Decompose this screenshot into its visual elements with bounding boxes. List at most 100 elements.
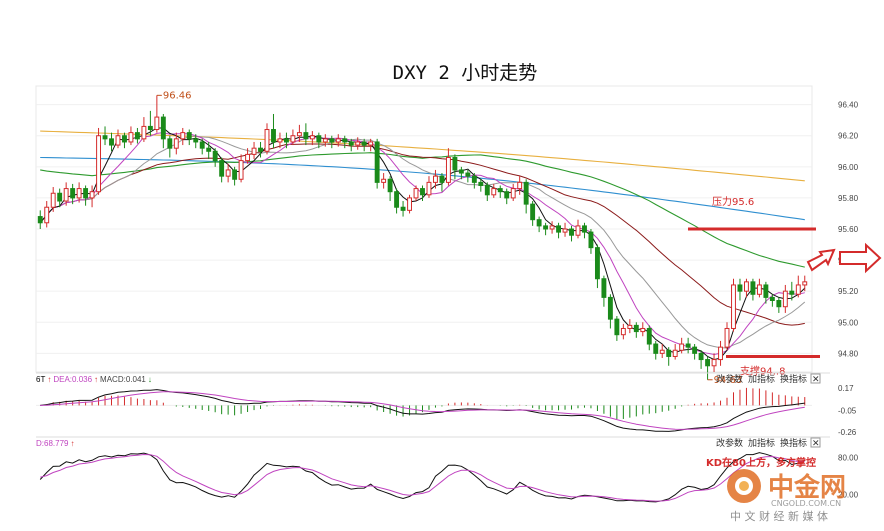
kd-axis: 80.00 20.00	[838, 453, 859, 499]
edit-params-button[interactable]: 改参数	[716, 373, 743, 385]
candle-up	[154, 116, 160, 131]
candle-up	[141, 125, 147, 140]
candle-up	[549, 225, 555, 230]
k-line	[39, 452, 805, 503]
y-tick-label: 94.80	[838, 349, 859, 358]
candle-down	[789, 290, 795, 295]
candle-down	[497, 188, 503, 193]
candle-down	[122, 135, 127, 143]
candle-up	[491, 188, 497, 196]
candle-down	[646, 327, 652, 345]
header-segment: ↓	[148, 375, 152, 384]
candle-up	[50, 192, 56, 208]
candle-up	[672, 349, 678, 357]
d-line	[40, 453, 805, 502]
candle-up	[115, 135, 121, 146]
brand-site: CNGOLD.COM.CN	[771, 499, 841, 508]
close-icon[interactable]: ✕	[812, 439, 820, 449]
kd-panel: D:68.779 ↑ 改参数 加指标 换指标 ✕ 80.00 20.00 KD在80…	[36, 436, 859, 503]
candle-up	[407, 197, 412, 211]
y-tick-label: 96.00	[838, 163, 859, 172]
candle-up	[180, 132, 186, 140]
candle-down	[193, 138, 199, 143]
chart-title: DXY 2 小时走势	[393, 62, 538, 84]
candle-down	[737, 284, 743, 292]
candle-down	[607, 296, 613, 320]
candle-down	[692, 346, 698, 354]
candle-down	[134, 132, 140, 140]
candle-down	[452, 157, 458, 171]
y-tick-label: 0.17	[838, 384, 854, 393]
low-label: 94.63	[714, 375, 743, 386]
candle-up	[76, 188, 82, 199]
candle-up	[782, 290, 788, 308]
header-segment: ↑	[94, 375, 98, 384]
add-indicator-button[interactable]: 加指标	[748, 437, 775, 449]
close-box[interactable]	[810, 437, 821, 448]
candle-down	[361, 141, 367, 146]
candle-up	[711, 359, 717, 367]
right-arrow-icon	[839, 242, 882, 274]
candle-down	[206, 147, 212, 152]
candlesticks	[37, 94, 808, 381]
macd-lines	[40, 389, 805, 432]
candle-up	[368, 141, 374, 146]
header-segment: ↑	[47, 375, 51, 384]
candle-down	[70, 188, 76, 199]
change-indicator-button[interactable]: 换指标	[780, 373, 807, 385]
candle-down	[588, 231, 594, 249]
y-tick-label: 96.40	[838, 101, 859, 110]
macd-axis: 0.17 -0.05 -0.26	[36, 384, 857, 437]
support-resistance-levels	[688, 227, 820, 358]
candle-down	[109, 138, 114, 146]
candle-down	[614, 318, 620, 336]
candle-down	[582, 225, 587, 233]
add-indicator-button[interactable]: 加指标	[748, 373, 775, 385]
candle-down	[57, 192, 63, 202]
candle-up	[63, 188, 69, 202]
candle-up	[96, 135, 101, 193]
candle-down	[342, 138, 348, 143]
y-tick-label: 95.80	[838, 194, 859, 203]
dea-line	[40, 391, 805, 430]
ma240-line	[40, 156, 805, 221]
candle-up	[413, 188, 419, 199]
candle-up	[445, 157, 451, 183]
candle-down	[653, 343, 659, 354]
candle-down	[763, 284, 769, 298]
candle-down	[271, 129, 276, 143]
candle-up	[756, 284, 762, 295]
close-icon[interactable]: ✕	[812, 375, 820, 385]
candle-up	[44, 206, 50, 224]
y-tick-label: 96.20	[838, 132, 859, 141]
candle-down	[186, 132, 192, 140]
candle-down	[484, 184, 490, 196]
candle-down	[569, 228, 574, 236]
candle-up	[795, 284, 801, 295]
y-tick-label: -0.05	[838, 407, 857, 416]
change-indicator-button[interactable]: 换指标	[780, 437, 807, 449]
candle-up	[225, 169, 231, 177]
candle-down	[594, 247, 600, 280]
header-segment: D:68.779	[36, 439, 69, 448]
header-segment: 6T	[36, 375, 45, 384]
candle-down	[303, 132, 309, 140]
edit-params-button[interactable]: 改参数	[716, 437, 743, 449]
candle-down	[147, 125, 153, 131]
y-tick-label: 95.20	[838, 287, 859, 296]
candle-down	[666, 349, 672, 357]
brand-tagline: 中 文 财 经 新 媒 体	[730, 509, 828, 523]
brand-name: 中金网	[768, 472, 846, 503]
candle-up	[627, 324, 633, 329]
candle-up	[309, 135, 315, 140]
high-label: 96.46	[163, 90, 192, 101]
candle-down	[633, 324, 639, 333]
kd-lines	[39, 452, 805, 503]
header-segment: ↑	[70, 439, 74, 448]
close-box[interactable]	[810, 373, 821, 384]
candle-down	[400, 206, 406, 211]
watermark: 中金网 CNGOLD.COM.CN 中 文 财 经 新 媒 体	[727, 469, 846, 523]
candle-down	[316, 135, 322, 143]
candle-up	[264, 129, 270, 152]
candle-down	[199, 141, 205, 149]
